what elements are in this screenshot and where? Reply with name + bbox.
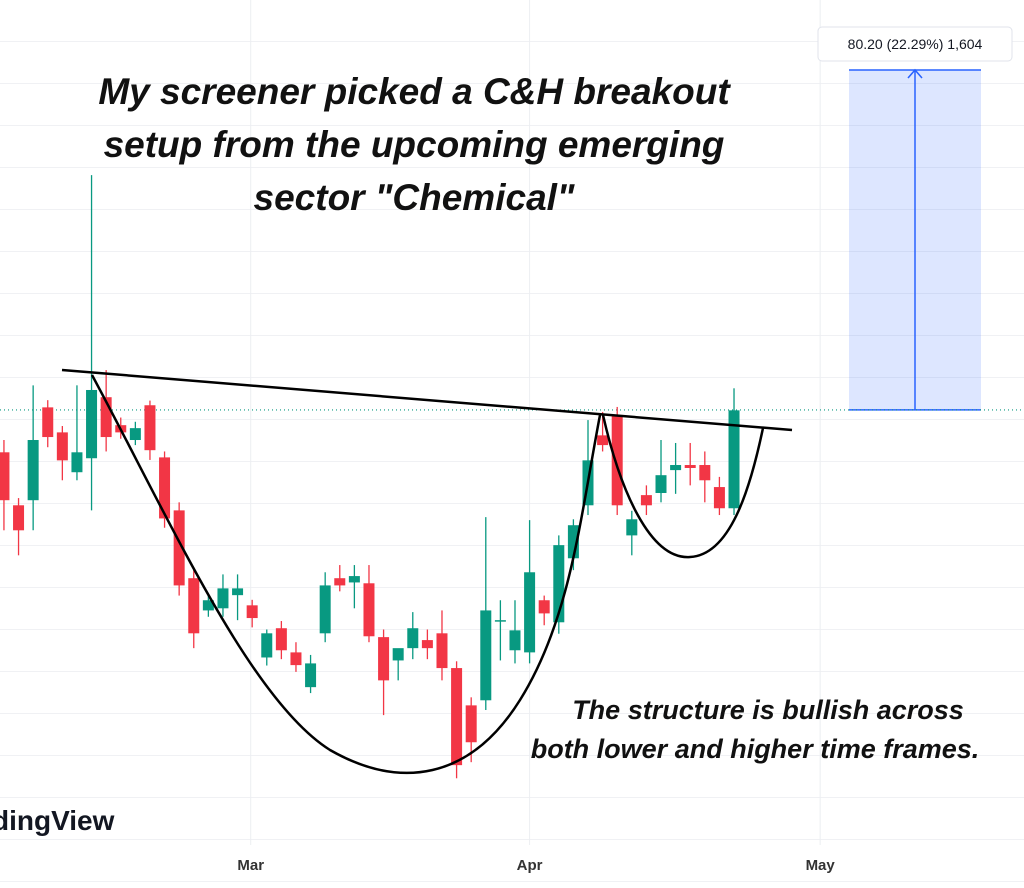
handle-curve: [601, 414, 765, 559]
candle-body: [378, 637, 390, 681]
candle-body: [699, 465, 711, 481]
candle-body: [217, 588, 229, 609]
cup-curve: [90, 374, 602, 775]
candle-body: [524, 572, 536, 653]
candle-body: [392, 648, 404, 661]
candle-body: [509, 630, 521, 651]
candle-body: [27, 440, 39, 501]
candle-body: [202, 600, 214, 611]
candle-body: [553, 545, 565, 623]
note-line: both lower and higher time frames.: [531, 734, 980, 764]
candle-body: [684, 465, 696, 468]
candle-body: [275, 628, 287, 651]
candle-body: [436, 633, 448, 669]
candle-body: [173, 510, 185, 586]
candle-body: [451, 668, 463, 766]
candle-body: [670, 465, 682, 471]
candle-body: [319, 585, 331, 634]
candle-body: [144, 405, 156, 451]
note-line: The structure is bullish across: [572, 695, 964, 725]
title-line: My screener picked a C&H breakout: [98, 71, 731, 112]
candle-body: [0, 452, 10, 501]
title-line: sector "Chemical": [254, 177, 575, 218]
candle-body: [159, 457, 171, 519]
candle-body: [305, 663, 317, 688]
candle-body: [480, 610, 492, 701]
candle-body: [407, 628, 419, 649]
candle-body: [188, 578, 200, 634]
trendline: [61, 368, 793, 432]
candle-body: [129, 428, 141, 441]
candle-body: [334, 578, 346, 586]
candle-body: [728, 410, 740, 509]
watermark: dingView: [0, 805, 115, 836]
measure-label: 80.20 (22.29%) 1,604: [848, 36, 983, 52]
candle-body: [597, 435, 609, 446]
candle-body: [42, 407, 54, 438]
candle-body: [348, 576, 360, 583]
title-line: setup from the upcoming emerging: [104, 124, 725, 165]
candle-body: [86, 389, 98, 459]
candle-body: [363, 583, 375, 637]
candle-body: [626, 519, 638, 536]
candle-body: [567, 525, 579, 559]
candle-body: [71, 452, 83, 473]
measure-arrowhead: [907, 68, 923, 79]
candle-body: [494, 620, 506, 622]
candle-body: [640, 495, 652, 506]
candle-body: [465, 705, 477, 743]
candle-body: [538, 600, 550, 614]
candle-body: [246, 605, 258, 619]
candle-body: [261, 633, 273, 658]
candle-body: [100, 397, 112, 438]
candle-body: [290, 652, 302, 666]
candle-body: [56, 432, 68, 461]
x-tick-label: Mar: [237, 857, 264, 874]
x-tick-label: Apr: [517, 857, 543, 874]
candle-body: [611, 415, 623, 506]
candle-body: [713, 487, 725, 509]
candle-body: [232, 588, 244, 596]
candle-body: [421, 640, 433, 649]
measure-label-box: [817, 26, 1013, 62]
candle-body: [655, 475, 667, 493]
x-tick-label: May: [806, 857, 836, 874]
candle-body: [13, 505, 25, 531]
